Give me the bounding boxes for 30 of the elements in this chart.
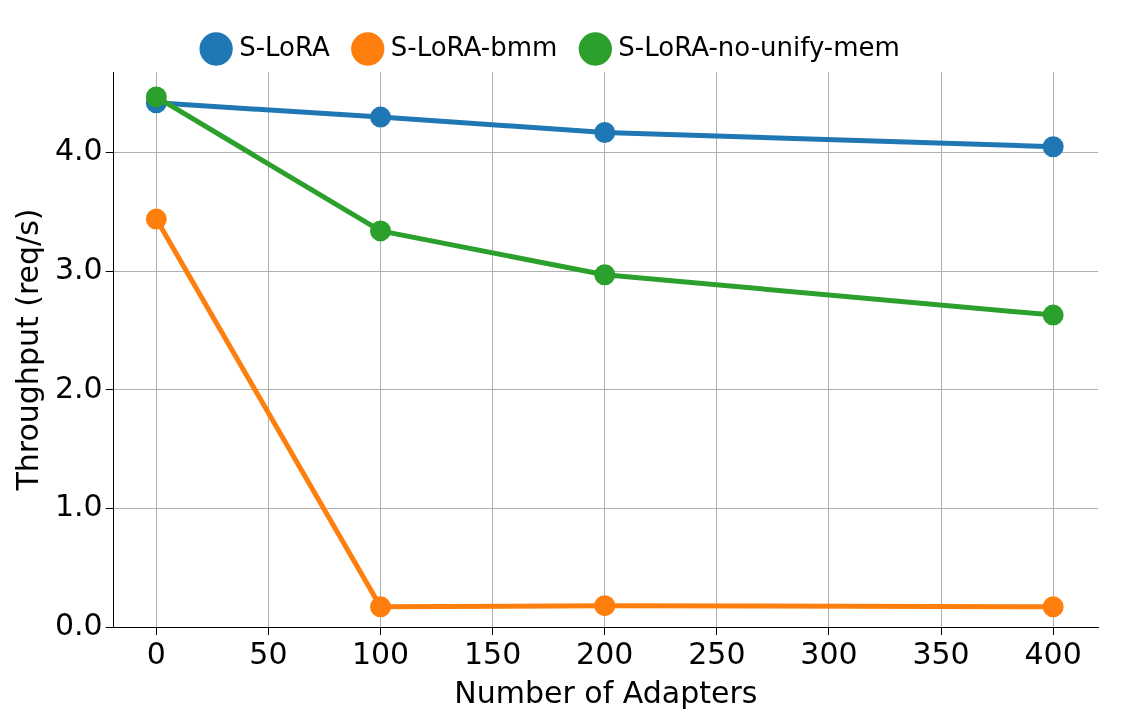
point — [594, 595, 616, 617]
x-tick-label: 150 — [464, 635, 522, 671]
y-tick-label: 0.0 — [54, 606, 103, 642]
point — [594, 264, 616, 286]
x-tick-label: 250 — [688, 635, 746, 671]
point — [370, 220, 392, 242]
point — [145, 86, 167, 108]
x-tick-label: 100 — [351, 635, 410, 671]
y-tick-label: 1.0 — [54, 488, 103, 524]
point — [1042, 304, 1064, 326]
y-tick-label: 3.0 — [54, 251, 103, 287]
x-tick-label: 200 — [576, 635, 634, 671]
x-axis-title: Number of Adapters — [454, 674, 758, 710]
point — [1042, 596, 1064, 618]
y-tick-label: 2.0 — [54, 369, 103, 405]
x-tick-label: 0 — [146, 635, 166, 671]
point — [145, 208, 167, 230]
y-tick-label: 4.0 — [54, 132, 103, 168]
point — [370, 596, 392, 618]
point — [370, 106, 392, 128]
legend-label: S-LoRA — [239, 31, 330, 62]
point — [1042, 136, 1064, 158]
y-axis-title: Throughput (req/s) — [9, 208, 45, 492]
point — [594, 121, 616, 143]
x-tick-label: 300 — [800, 635, 858, 671]
legend-label: S-LoRA-no-unify-mem — [618, 31, 900, 62]
legend-label: S-LoRA-bmm — [390, 31, 558, 62]
x-tick-label: 400 — [1024, 635, 1082, 671]
x-tick-label: 50 — [249, 635, 288, 671]
x-tick-label: 350 — [912, 635, 970, 671]
